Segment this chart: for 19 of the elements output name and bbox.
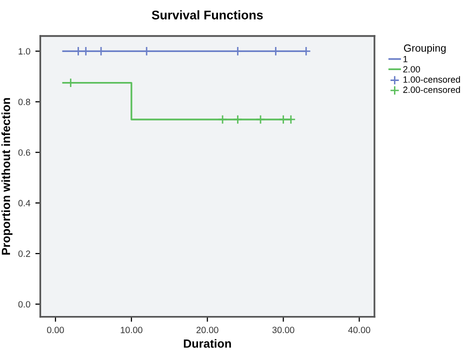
x-tick-label: 20.00 <box>196 326 218 334</box>
y-tick-label: 0.0 <box>18 301 30 308</box>
y-tick-label: 0.2 <box>18 250 30 257</box>
legend-label: 1 <box>404 56 408 62</box>
chart-title: Survival Functions <box>152 10 263 20</box>
y-tick-label: 0.4 <box>18 200 30 206</box>
y-tick-label: 0.8 <box>18 98 30 106</box>
y-tick-label: 1.0 <box>18 48 30 55</box>
x-tick-label: 10.00 <box>120 326 142 334</box>
legend-label: 2.00-censored <box>403 86 460 93</box>
x-tick-label: 30.00 <box>272 326 294 334</box>
legend-title: Grouping <box>404 44 446 54</box>
y-tick-label: 0.6 <box>18 149 30 156</box>
x-tick-label: 40.00 <box>348 326 370 334</box>
legend-label: 2.00 <box>403 66 420 72</box>
y-axis-title: Proportion without infection <box>1 98 12 255</box>
x-tick-label: 0.00 <box>47 326 64 334</box>
legend-label: 1.00-censored <box>404 76 460 83</box>
x-axis-title: Duration <box>184 339 231 348</box>
